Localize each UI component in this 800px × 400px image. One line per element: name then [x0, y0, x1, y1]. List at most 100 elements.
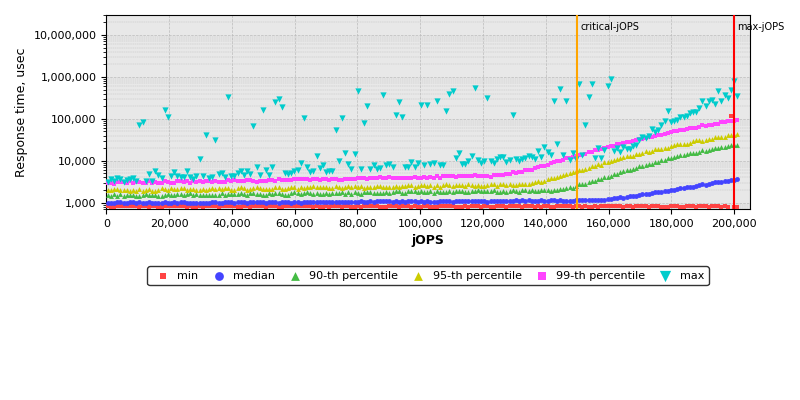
99-th percentile: [560, 155, 573, 162]
90-th percentile: [133, 193, 146, 200]
99-th percentile: [162, 179, 174, 186]
95-th percentile: [478, 183, 490, 189]
90-th percentile: [484, 188, 497, 194]
min: [526, 202, 538, 209]
90-th percentile: [367, 190, 380, 197]
median: [181, 200, 194, 206]
90-th percentile: [364, 189, 377, 195]
95-th percentile: [623, 153, 636, 159]
min: [338, 203, 351, 209]
99-th percentile: [443, 173, 456, 180]
99-th percentile: [554, 158, 566, 164]
99-th percentile: [541, 162, 554, 168]
min: [348, 204, 361, 210]
95-th percentile: [314, 184, 326, 190]
90-th percentile: [152, 192, 165, 199]
95-th percentile: [728, 132, 741, 138]
95-th percentile: [146, 188, 158, 194]
95-th percentile: [396, 182, 409, 189]
99-th percentile: [670, 128, 683, 134]
max: [102, 179, 114, 186]
max: [105, 176, 118, 182]
max: [541, 149, 554, 155]
max: [728, 78, 741, 84]
99-th percentile: [607, 143, 620, 150]
max: [570, 156, 582, 162]
99-th percentile: [250, 178, 263, 185]
90-th percentile: [456, 188, 469, 194]
min: [646, 203, 658, 209]
99-th percentile: [320, 176, 333, 182]
median: [709, 179, 722, 185]
90-th percentile: [126, 192, 139, 198]
max: [374, 164, 386, 171]
90-th percentile: [228, 191, 241, 198]
90-th percentile: [702, 146, 715, 153]
90-th percentile: [626, 166, 639, 173]
95-th percentile: [516, 180, 529, 187]
90-th percentile: [526, 187, 538, 194]
99-th percentile: [649, 132, 662, 139]
median: [547, 197, 560, 204]
95-th percentile: [291, 185, 304, 192]
max: [241, 168, 254, 174]
99-th percentile: [592, 147, 605, 153]
median: [674, 185, 686, 191]
90-th percentile: [658, 156, 671, 163]
max: [390, 112, 402, 118]
99-th percentile: [450, 174, 462, 180]
99-th percentile: [301, 176, 314, 182]
min: [623, 203, 636, 209]
max: [118, 179, 130, 185]
90-th percentile: [655, 157, 668, 163]
median: [241, 200, 254, 206]
95-th percentile: [320, 184, 333, 190]
99-th percentile: [589, 147, 602, 153]
max: [696, 98, 709, 105]
min: [225, 203, 238, 210]
90-th percentile: [686, 150, 699, 156]
95-th percentile: [222, 185, 234, 192]
99-th percentile: [402, 175, 414, 182]
max: [731, 93, 744, 99]
95-th percentile: [358, 184, 370, 191]
95-th percentile: [206, 185, 218, 191]
median: [187, 199, 200, 206]
min: [215, 203, 228, 210]
95-th percentile: [532, 178, 545, 184]
max: [471, 157, 484, 163]
99-th percentile: [225, 178, 238, 184]
min: [421, 203, 434, 209]
90-th percentile: [586, 178, 598, 184]
99-th percentile: [358, 175, 370, 181]
90-th percentile: [398, 190, 411, 196]
90-th percentile: [446, 188, 459, 195]
min: [105, 204, 118, 210]
95-th percentile: [636, 150, 649, 156]
min: [443, 203, 456, 209]
Y-axis label: Response time, usec: Response time, usec: [15, 47, 28, 177]
99-th percentile: [547, 159, 560, 165]
median: [146, 200, 158, 206]
min: [361, 203, 374, 210]
90-th percentile: [699, 148, 712, 154]
median: [731, 175, 744, 182]
median: [329, 199, 342, 206]
median: [367, 199, 380, 205]
median: [126, 199, 139, 206]
min: [610, 203, 623, 209]
95-th percentile: [149, 188, 162, 194]
95-th percentile: [126, 187, 139, 194]
median: [317, 199, 330, 205]
99-th percentile: [390, 174, 402, 181]
99-th percentile: [519, 167, 532, 174]
max: [709, 101, 722, 108]
median: [623, 193, 636, 200]
99-th percentile: [516, 168, 529, 175]
99-th percentile: [453, 173, 466, 179]
max: [348, 151, 361, 157]
90-th percentile: [196, 192, 209, 198]
95-th percentile: [686, 138, 699, 144]
median: [374, 198, 386, 204]
min: [668, 203, 681, 210]
